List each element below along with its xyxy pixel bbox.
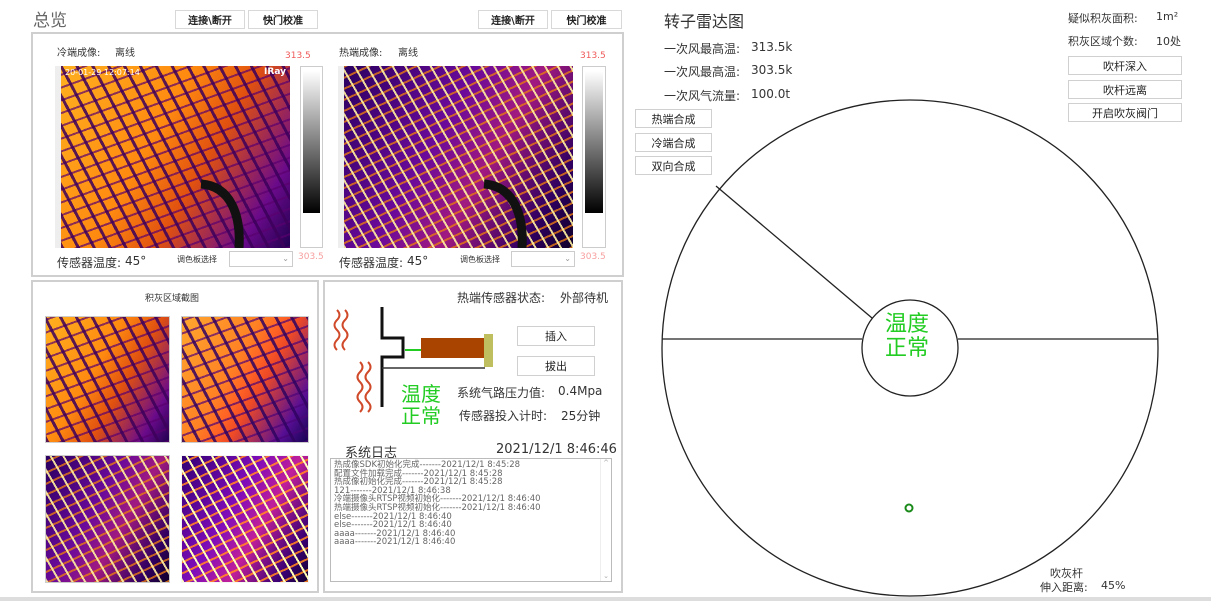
radar-title: 转子雷达图 (664, 12, 745, 31)
ash-thumbnail[interactable] (181, 455, 309, 583)
lance-label: 吹灰杆 (1050, 567, 1083, 580)
cold-max: 313.5 (285, 51, 311, 61)
ash-area: 1m² (1156, 10, 1179, 23)
sensor-temp-status-line1: 温度 (401, 382, 441, 406)
lance-position-marker (904, 503, 914, 513)
hot-min: 303.5 (580, 252, 606, 262)
hot-palette-select[interactable]: ⌄ (511, 251, 575, 267)
hot-synth-button[interactable]: 热端合成 (635, 109, 712, 128)
open-valve-button[interactable]: 开启吹灰阀门 (1068, 103, 1182, 122)
log-entry: else-------2021/12/1 8:46:40 (334, 511, 452, 522)
depth-label: 伸入距离: (1040, 581, 1088, 594)
lance-away-button[interactable]: 吹杆远离 (1068, 80, 1182, 99)
flow-label: 一次风气流量: (664, 89, 741, 103)
log-entry: 冷端摄像头RTSP视频初始化-------2021/12/1 8:46:40 (334, 494, 541, 505)
sensor-status: 外部待机 (560, 291, 609, 305)
pressure-label: 系统气路压力值: (457, 386, 546, 400)
secondary-max-temp: 303.5k (751, 63, 793, 77)
cold-shutter-button[interactable]: 快门校准 (248, 10, 318, 29)
cold-synth-button[interactable]: 冷端合成 (635, 133, 712, 152)
ash-area-label: 疑似积灰面积: (1068, 12, 1138, 25)
imaging-panel (31, 32, 624, 277)
ash-panel (31, 280, 319, 593)
extract-button[interactable]: 拔出 (517, 356, 595, 376)
overview-title: 总览 (33, 11, 67, 31)
radar-center-line1: 温度 (885, 312, 930, 337)
ash-thumbnail[interactable] (45, 316, 170, 443)
depth-value: 45% (1101, 579, 1126, 592)
log-entry: 热成像SDK初始化完成-------2021/12/1 8:45:28 (334, 460, 521, 470)
sensor-diagram (333, 307, 493, 413)
hot-status: 离线 (398, 48, 418, 59)
ash-thumbnail[interactable] (181, 316, 309, 443)
sensor-status-label: 热端传感器状态: (457, 291, 546, 305)
hot-palette-label: 调色板选择 (460, 255, 500, 264)
secondary-max-temp-label: 一次风最高温: (664, 65, 741, 79)
hot-connect-button[interactable]: 连接\断开 (478, 10, 548, 29)
cold-status: 离线 (115, 48, 135, 59)
ash-title: 积灰区域截图 (145, 294, 200, 304)
bottom-border (0, 597, 1211, 601)
log-datetime: 2021/12/1 8:46:46 (496, 442, 617, 457)
cold-brand: IRay (264, 67, 286, 77)
radar-outer-circle (661, 99, 1159, 597)
log-entry: 121-------2021/12/1 8:46:38 (334, 485, 451, 496)
log-title: 系统日志 (345, 446, 398, 461)
cold-min: 303.5 (298, 252, 324, 262)
radar-center-line2: 正常 (885, 336, 930, 361)
hot-shutter-button[interactable]: 快门校准 (551, 10, 622, 29)
cold-thermal-image: 20-01-29 12:07:14 IRay (55, 66, 290, 248)
log-scrollbar[interactable]: ^ ⌄ (600, 459, 611, 581)
primary-max-temp-label: 一次风最高温: (664, 42, 741, 56)
sensor-temp-status-line2: 正常 (401, 404, 441, 428)
radar-center-status: 温度 正常 (885, 313, 929, 361)
system-log[interactable]: 热成像SDK初始化完成-------2021/12/1 8:45:28 配置文件加… (330, 458, 612, 582)
dual-synth-button[interactable]: 双向合成 (635, 156, 712, 175)
log-entry: 配置文件加载完成-------2021/12/1 8:45:28 (334, 468, 503, 479)
hot-sensor-temp-label: 传感器温度: (339, 256, 404, 270)
log-entry: else-------2021/12/1 8:46:40 (334, 520, 452, 531)
insert-button[interactable]: 插入 (517, 326, 595, 346)
ash-count: 10处 (1156, 35, 1181, 48)
log-entry: aaaa-------2021/12/1 8:46:40 (334, 528, 456, 539)
cold-overlay-time: 20-01-29 12:07:14 (65, 68, 140, 77)
primary-max-temp: 313.5k (751, 40, 793, 54)
cold-sensor-temp: 45° (125, 254, 147, 268)
hot-max: 313.5 (580, 51, 606, 61)
hot-sensor-temp: 45° (407, 254, 429, 268)
lance-deep-button[interactable]: 吹杆深入 (1068, 56, 1182, 75)
cold-palette-label: 调色板选择 (177, 255, 217, 264)
log-entry: 热成像初始化完成-------2021/12/1 8:45:28 (334, 477, 503, 488)
sensor-panel (323, 280, 623, 593)
radar-inner-circle (861, 299, 959, 397)
ash-count-label: 积灰区域个数: (1068, 35, 1138, 48)
log-entry: 热端摄像头RTSP视频初始化-------2021/12/1 8:46:40 (334, 502, 541, 513)
cold-label: 冷端成像: (57, 48, 101, 59)
cold-connect-button[interactable]: 连接\断开 (175, 10, 245, 29)
ash-thumbnail[interactable] (45, 455, 170, 583)
log-entry: aaaa-------2021/12/1 8:46:40 (334, 537, 456, 548)
flow-value: 100.0t (751, 87, 791, 101)
cold-palette-select[interactable]: ⌄ (229, 251, 293, 267)
pressure-value: 0.4Mpa (558, 384, 603, 398)
radar-sweep-line (715, 185, 873, 319)
hot-label: 热端成像: (339, 48, 383, 59)
sensor-temp-status: 温度 正常 (401, 383, 441, 427)
hot-scale-bar (582, 66, 606, 248)
timer-label: 传感器投入计时: (459, 409, 548, 423)
hot-thermal-image (338, 66, 573, 248)
cold-scale-bar (300, 66, 323, 248)
timer-value: 25分钟 (561, 409, 601, 423)
cold-sensor-temp-label: 传感器温度: (57, 256, 122, 270)
